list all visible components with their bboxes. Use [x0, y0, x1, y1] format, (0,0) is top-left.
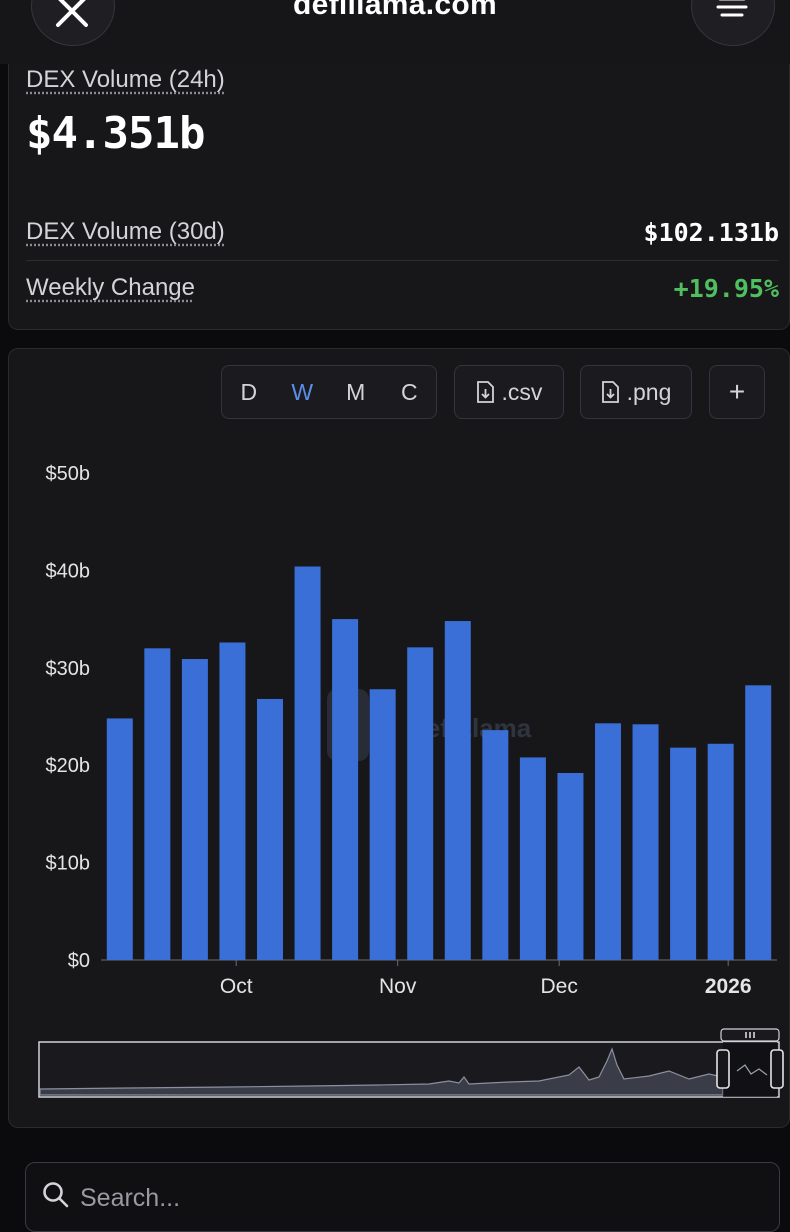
url-text[interactable]: defillama.com — [293, 0, 497, 21]
y-tick-label: $50b — [46, 463, 91, 485]
bar-W2[interactable] — [144, 648, 171, 960]
period-day[interactable]: D — [240, 378, 258, 405]
period-week[interactable]: W — [291, 378, 314, 405]
period-month[interactable]: M — [346, 378, 366, 405]
weekly-change-label[interactable]: Weekly Change — [26, 274, 195, 301]
png-label: .png — [626, 378, 672, 405]
bar-W8[interactable] — [369, 689, 396, 960]
bar-W6[interactable] — [294, 566, 321, 960]
period-cumulative[interactable]: C — [400, 378, 418, 405]
download-csv-button[interactable]: .csv — [454, 365, 564, 419]
brush-handle-left[interactable] — [716, 1049, 730, 1089]
bar-W15[interactable] — [632, 724, 659, 960]
bar-W17[interactable] — [707, 743, 734, 960]
menu-button[interactable] — [691, 0, 775, 46]
search-box[interactable] — [25, 1162, 780, 1232]
csv-label: .csv — [501, 378, 543, 405]
menu-icon — [716, 0, 748, 17]
weekly-change-value: +19.95% — [673, 274, 779, 303]
chart-card: D W M C .csv .png + DefiLlama $0$10b$20b… — [8, 348, 790, 1128]
search-input[interactable] — [78, 1177, 682, 1219]
browser-bar: defillama.com — [0, 0, 790, 64]
y-tick-label: $20b — [46, 755, 91, 777]
x-tick-label: Oct — [220, 975, 253, 998]
volume-chart: DefiLlama $0$10b$20b$30b$40b$50b OctNovD… — [38, 463, 784, 1098]
bar-W13[interactable] — [557, 772, 584, 960]
download-png-button[interactable]: .png — [580, 365, 692, 419]
grip-icon — [745, 1032, 755, 1038]
divider — [26, 260, 779, 261]
y-tick-label: $0 — [68, 950, 90, 972]
volume-24h-label[interactable]: DEX Volume (24h) — [26, 66, 225, 93]
period-selector: D W M C — [221, 365, 437, 419]
bar-W4[interactable] — [219, 642, 246, 960]
bar-W10[interactable] — [444, 621, 471, 960]
x-tick-label: Nov — [379, 975, 417, 998]
bar-W1[interactable] — [106, 718, 133, 960]
overview-series — [39, 1047, 724, 1096]
x-tick-label: 2026 — [705, 975, 752, 998]
file-download-icon — [476, 381, 494, 403]
volume-30d-label[interactable]: DEX Volume (30d) — [26, 218, 225, 245]
bar-W16[interactable] — [670, 747, 697, 960]
bar-W11[interactable] — [482, 730, 509, 960]
search-icon — [43, 1182, 69, 1208]
bar-W12[interactable] — [519, 757, 546, 960]
bar-W9[interactable] — [407, 647, 434, 960]
range-brush[interactable] — [38, 1028, 784, 1098]
y-tick-label: $40b — [46, 560, 91, 582]
add-metric-button[interactable]: + — [709, 365, 765, 419]
bar-W5[interactable] — [257, 698, 283, 960]
y-tick-label: $10b — [46, 853, 91, 875]
bar-W18[interactable] — [745, 685, 772, 960]
volume-24h-value: $4.351b — [26, 108, 205, 159]
overview-series-selected — [736, 1064, 768, 1076]
bar-W14[interactable] — [595, 723, 621, 960]
stats-card: DEX Volume (24h) $4.351b DEX Volume (30d… — [8, 64, 790, 330]
bar-W3[interactable] — [181, 659, 208, 960]
file-download-icon — [601, 381, 619, 403]
brush-selection[interactable] — [723, 1042, 777, 1097]
y-tick-label: $30b — [46, 658, 91, 680]
close-icon — [56, 0, 88, 27]
bar-W7[interactable] — [332, 619, 359, 960]
x-tick-label: Dec — [540, 975, 577, 998]
brush-handle-right[interactable] — [770, 1049, 784, 1089]
volume-30d-value: $102.131b — [643, 218, 779, 247]
